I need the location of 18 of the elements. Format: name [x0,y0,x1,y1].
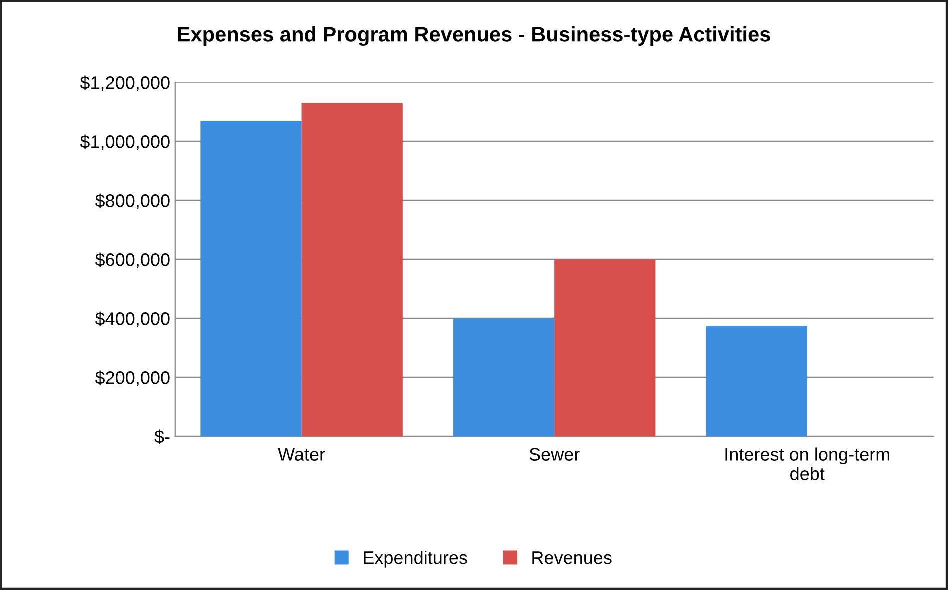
bar [453,318,555,437]
y-tick-label: $- [154,430,170,444]
bar [302,103,403,437]
y-tick-label: $1,200,000 [80,76,170,92]
bar [554,260,656,437]
x-tick-label: Sewer [530,448,580,461]
y-tick-label: $400,000 [95,312,170,328]
legend-label: Expenditures [364,551,468,568]
bar [200,120,302,437]
bar [706,326,808,437]
y-tick-label: $1,000,000 [80,134,170,150]
y-tick-label: $800,000 [95,194,170,210]
y-tick-label: $200,000 [95,370,170,386]
x-tick-label: Water [278,448,326,461]
legend-label: Revenues [532,552,612,564]
y-tick-label: $600,000 [95,252,170,268]
chart-title: Expenses and Program Revenues - Business-type Activities [178,26,770,46]
x-tick-label: Interest on long-term debt [726,448,890,480]
